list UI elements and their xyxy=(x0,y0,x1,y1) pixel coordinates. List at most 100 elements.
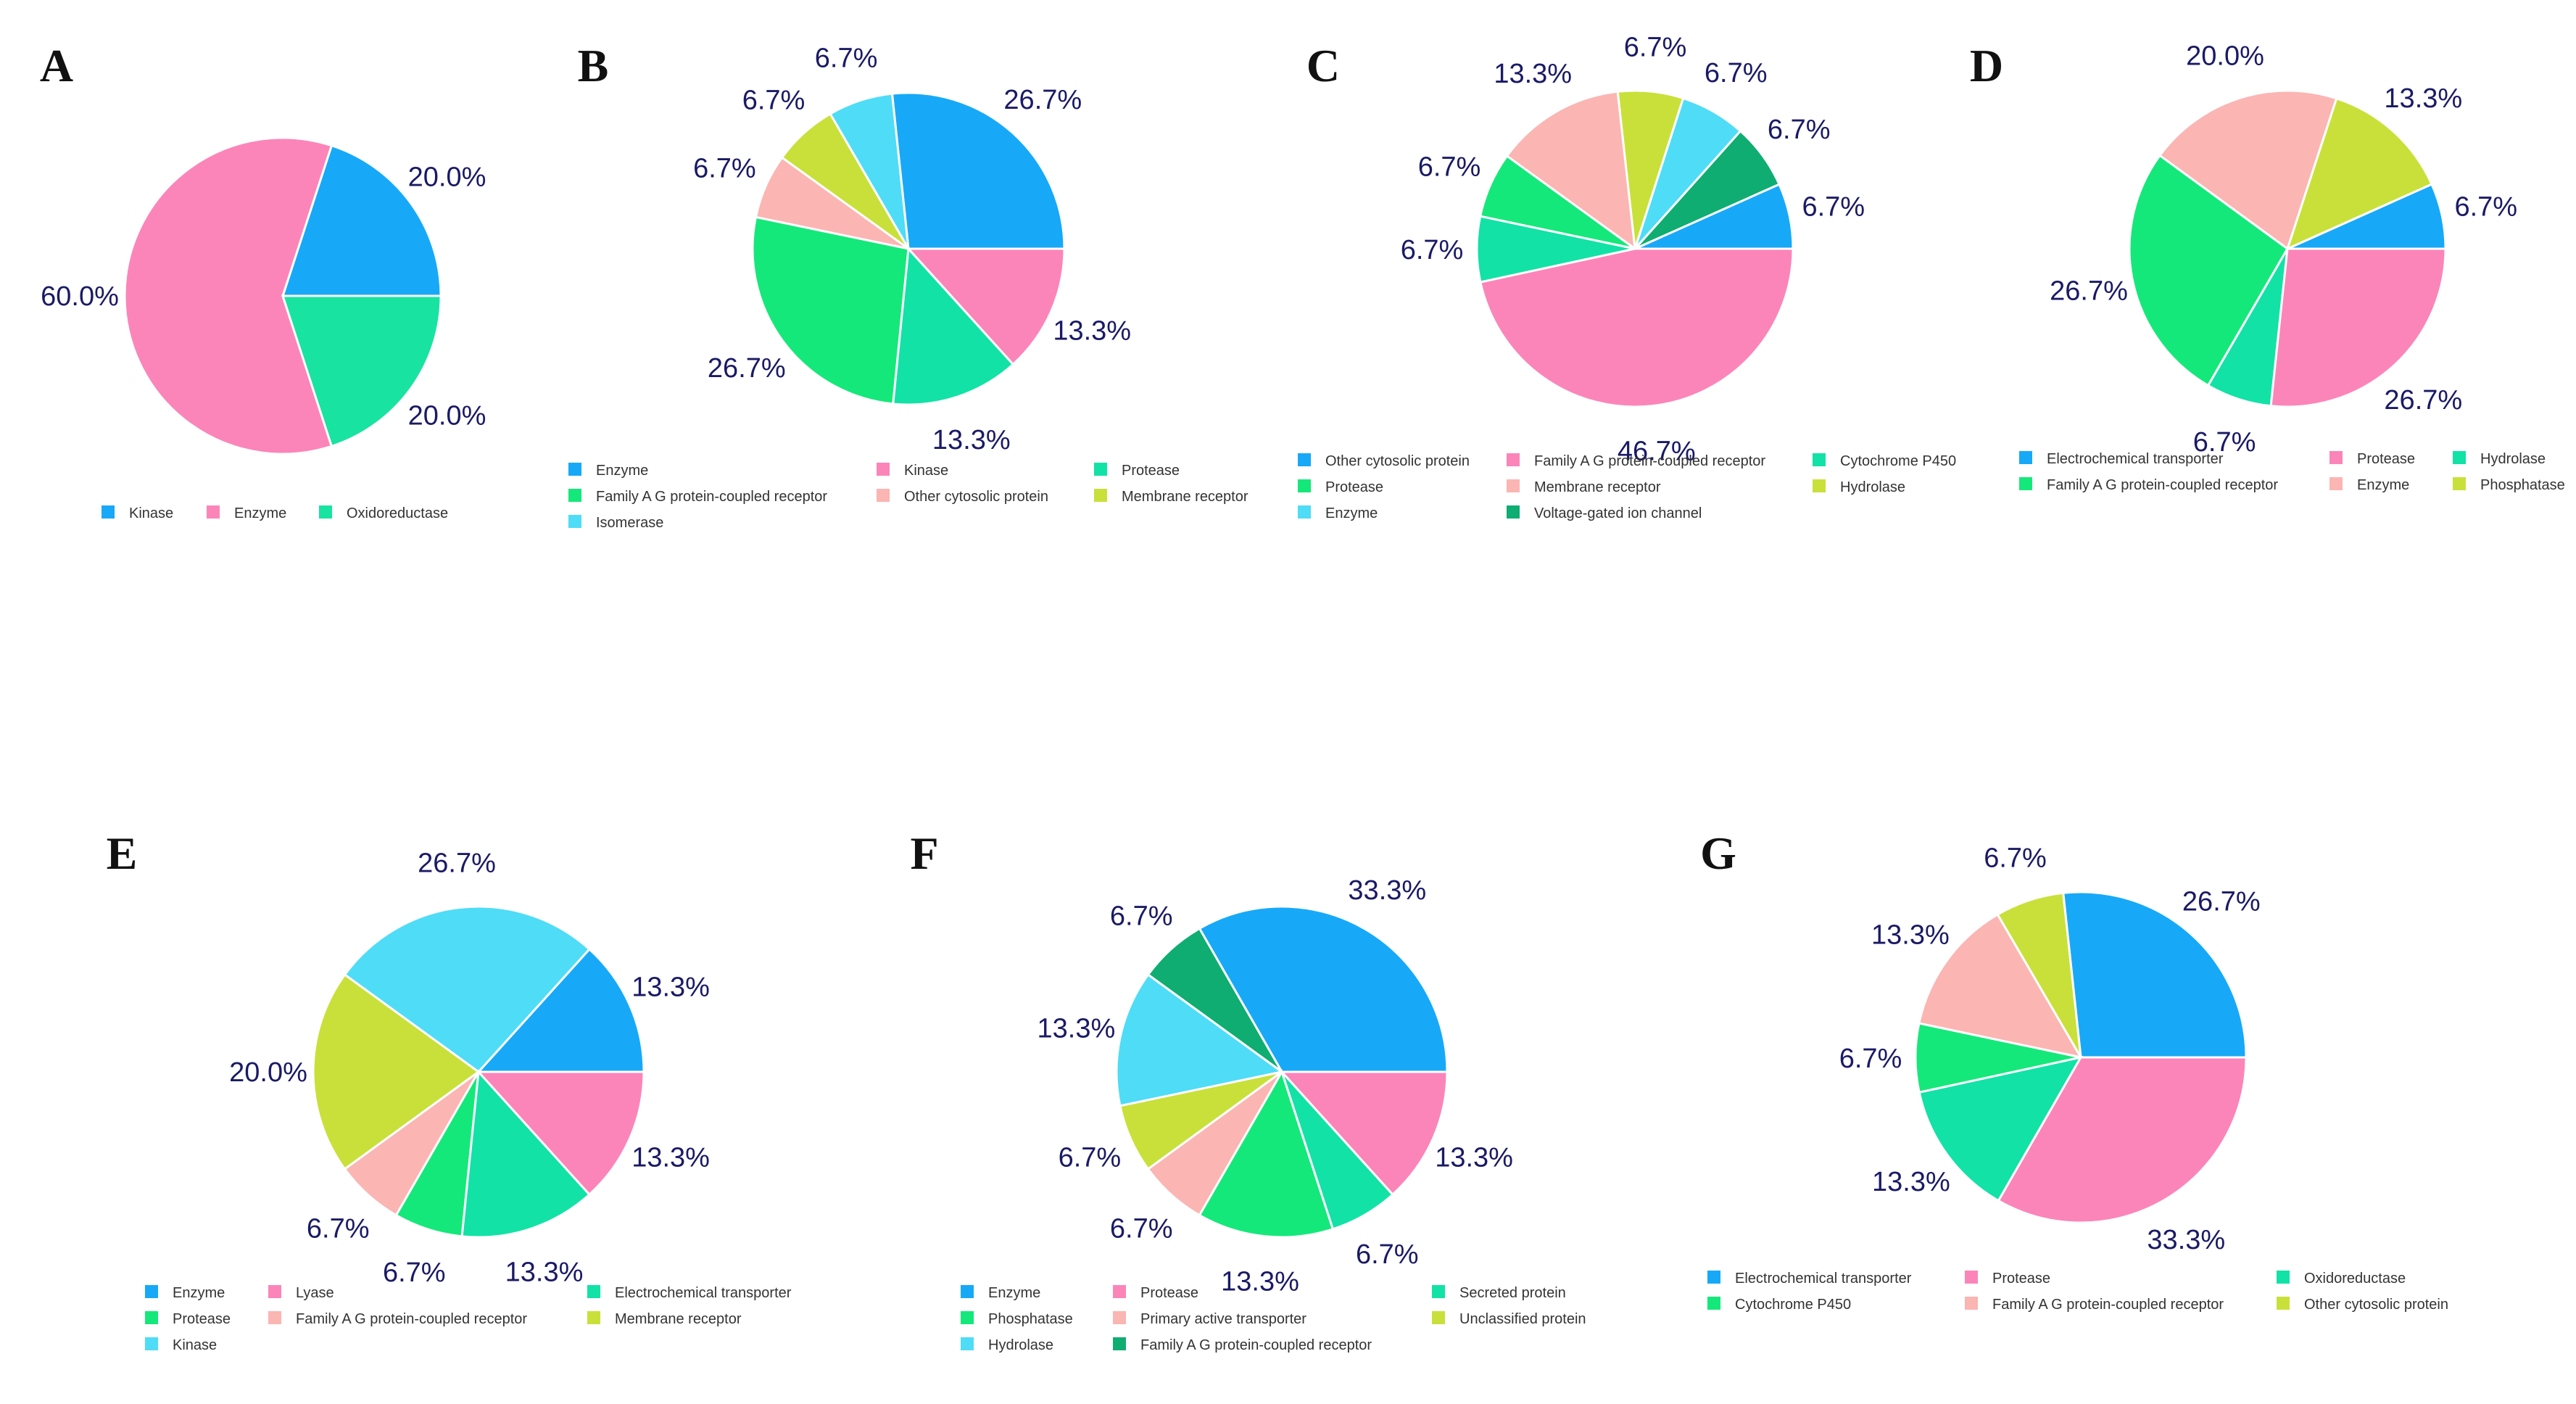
legend-swatch xyxy=(145,1285,158,1298)
legend-label: Oxidoreductase xyxy=(347,505,448,521)
legend-swatch xyxy=(2453,451,2466,464)
legend-item-lyase: Lyase xyxy=(268,1285,334,1301)
legend-swatch xyxy=(877,489,890,502)
legend-label: Other cytosolic protein xyxy=(904,489,1048,505)
slice-percent-label: 6.7% xyxy=(1802,192,1865,223)
legend-item-oxidoreductase: Oxidoreductase xyxy=(319,505,448,521)
panel-f: F 33.3% 6.7% 13.3% 6.7% 6.7% 13.3% 6.7% 13.3% Enz… xyxy=(910,827,1586,1353)
slice-percent-label: 20.0% xyxy=(2186,41,2264,72)
legend-label: Family A G protein-coupled receptor xyxy=(1992,1297,2224,1313)
legend-item-enzyme: Enzyme xyxy=(145,1285,225,1301)
legend-item-kinase: Kinase xyxy=(102,505,173,521)
legend-item-protease: Protease xyxy=(1094,463,1180,479)
legend-swatch xyxy=(961,1285,974,1298)
legend-label: Voltage-gated ion channel xyxy=(1534,505,1702,521)
panel-d: D 6.7% 13.3% 20.0% 26.7% 6.7% 26.7% Electrochem… xyxy=(1970,40,2565,493)
pie-slice-oxidoreductase xyxy=(1918,1055,2083,1202)
legend-label: Family A G protein-coupled receptor xyxy=(596,489,827,505)
legend-swatch xyxy=(587,1311,600,1324)
slice-percent-label: 13.3% xyxy=(1494,59,1572,89)
legend-swatch xyxy=(1113,1311,1126,1324)
slice-percent-label: 13.3% xyxy=(932,425,1011,455)
legend-label: Protease xyxy=(1140,1285,1198,1301)
legend-swatch xyxy=(319,505,332,519)
slice-percent-label: 13.3% xyxy=(1221,1266,1299,1297)
legend-label: Protease xyxy=(1992,1271,2050,1287)
panel-letter: F xyxy=(910,827,938,879)
legend-swatch xyxy=(1113,1285,1126,1298)
pie-slice-phosphatase xyxy=(2285,96,2433,251)
legend-item-protease: Protease xyxy=(1113,1285,1198,1301)
legend-item-family-a-g-protein-coupled-receptor: Family A G protein-coupled receptor xyxy=(268,1311,527,1327)
legend-item-other-cytosolic-protein: Other cytosolic protein xyxy=(1298,453,1470,469)
legend-item-family-a-g-protein-coupled-receptor: Family A G protein-coupled receptor xyxy=(568,489,827,505)
slice-percent-label: 6.7% xyxy=(1768,115,1831,145)
legend-swatch xyxy=(102,505,115,519)
panel-e: E 13.3% 26.7% 20.0% 6.7% 6.7% 13.3% 13.3% Enzyme… xyxy=(107,827,792,1353)
legend-label: Enzyme xyxy=(988,1285,1040,1301)
legend-label: Isomerase xyxy=(596,515,663,531)
legend-label: Protease xyxy=(1122,463,1180,479)
legend-item-family-a-g-protein-coupled-receptor: Family A G protein-coupled receptor xyxy=(1113,1337,1372,1353)
legend-swatch xyxy=(1965,1271,1978,1284)
pie-slice-electrochemical-transporter xyxy=(460,1069,592,1239)
slice-percent-label: 6.7% xyxy=(1401,235,1464,265)
slice-percent-label: 6.7% xyxy=(1110,901,1173,931)
panel-g: G 26.7% 6.7% 13.3% 6.7% 13.3% 33.3% Electrochem… xyxy=(1700,827,2448,1313)
legend-item-phosphatase: Phosphatase xyxy=(2453,477,2565,493)
legend-label: Hydrolase xyxy=(988,1337,1053,1353)
legend-item-protease: Protease xyxy=(145,1311,231,1327)
slice-percent-label: 13.3% xyxy=(1872,1167,1950,1197)
legend-swatch xyxy=(1507,505,1520,519)
legend-swatch xyxy=(587,1285,600,1298)
legend-item-enzyme: Enzyme xyxy=(568,463,648,479)
legend-swatch xyxy=(2453,477,2466,490)
slice-percent-label: 6.7% xyxy=(2454,192,2517,223)
legend-label: Family A G protein-coupled receptor xyxy=(2047,477,2278,493)
slice-percent-label: 6.7% xyxy=(307,1214,370,1244)
legend-item-cytochrome-p450: Cytochrome P450 xyxy=(1707,1297,1851,1313)
pie-slice-kinase xyxy=(343,905,592,1074)
legend-label: Protease xyxy=(173,1311,231,1327)
legend-label: Family A G protein-coupled receptor xyxy=(296,1311,527,1327)
panel-letter: G xyxy=(1700,827,1736,879)
pie-slice-enzyme xyxy=(2158,89,2338,251)
legend-item-enzyme: Enzyme xyxy=(207,505,286,521)
slice-percent-label: 26.7% xyxy=(708,353,786,384)
legend-swatch xyxy=(1113,1337,1126,1350)
legend-swatch xyxy=(568,515,581,528)
legend-label: Enzyme xyxy=(1325,505,1378,521)
pie-slice-hydrolase xyxy=(1115,973,1285,1107)
legend-label: Hydrolase xyxy=(2480,451,2546,467)
legend-swatch xyxy=(1707,1297,1720,1310)
legend-swatch xyxy=(1094,489,1107,502)
legend-item-oxidoreductase: Oxidoreductase xyxy=(2277,1271,2406,1287)
pie-slice-lyase xyxy=(476,1070,645,1197)
legend-label: Protease xyxy=(2357,451,2415,467)
legend-item-electrochemical-transporter: Electrochemical transporter xyxy=(1707,1271,1912,1287)
panel-letter: E xyxy=(107,827,138,879)
legend-item-primary-active-transporter: Primary active transporter xyxy=(1113,1311,1306,1327)
legend-label: Lyase xyxy=(296,1285,334,1301)
slice-percent-label: 6.7% xyxy=(2193,427,2256,458)
legend-label: Phosphatase xyxy=(2480,477,2565,493)
pie-slice-protease xyxy=(1279,1070,1449,1197)
legend-label: Hydrolase xyxy=(1840,479,1905,495)
pie-slice-enzyme xyxy=(123,136,334,455)
legend-item-electrochemical-transporter: Electrochemical transporter xyxy=(2019,451,2224,467)
slice-percent-label: 6.7% xyxy=(1839,1044,1902,1074)
slice-percent-label: 26.7% xyxy=(2182,886,2261,917)
legend-swatch xyxy=(145,1337,158,1350)
legend-item-unclassified-protein: Unclassified protein xyxy=(1432,1311,1586,1327)
panel-c: C6.7%6.7%6.7%6.7%13.3%6.7%6.7%46.7%Other… xyxy=(1298,32,1956,521)
legend-item-protease: Protease xyxy=(2329,451,2415,467)
legend-swatch xyxy=(1813,479,1826,492)
panel-a: A 20.0% 60.0% 20.0% Kinase Enzyme Oxidoreducta… xyxy=(40,40,486,521)
legend-item-hydrolase: Hydrolase xyxy=(2453,451,2546,467)
legend-swatch xyxy=(207,505,220,519)
slice-percent-label: 20.0% xyxy=(408,401,486,431)
pie-slice-membrane-receptor xyxy=(1505,90,1636,252)
legend-swatch xyxy=(1298,453,1311,466)
legend-label: Family A G protein-coupled receptor xyxy=(1534,453,1765,469)
